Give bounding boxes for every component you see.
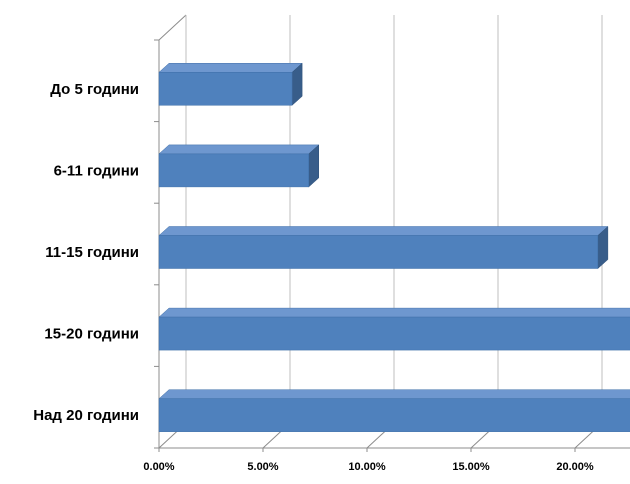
bar-3 [158,225,609,270]
bar-5 [158,389,630,432]
bar-front-face [158,72,293,106]
bar-top-face [158,226,609,236]
x-tick-label: 20.00% [556,461,594,473]
x-tick-label: 5.00% [247,461,278,473]
left-wall-top-edge [158,14,187,41]
x-tick-label: 0.00% [143,461,174,473]
category-label: До 5 години [50,81,139,98]
category-label: 11-15 години [45,244,139,261]
category-label: Над 20 години [33,407,139,424]
x-tick-label: 15.00% [452,461,490,473]
category-label: 15-20 години [44,326,139,343]
bar-front-face [158,153,310,188]
bar-top-face [158,63,303,73]
bar-4 [158,307,630,351]
bar-2 [158,144,320,188]
bar-1 [158,62,303,106]
x-tick-label: 10.00% [348,461,386,473]
x-tick-labels: 0.00%5.00%10.00%15.00%20.00%25.00%30.00%… [143,461,594,473]
bar-top-face [158,144,320,155]
bar-front-face [158,235,599,269]
bars [158,62,630,432]
bar-front-face [158,398,630,432]
category-label: 6-11 години [54,162,139,179]
bar-top-face [158,307,630,318]
category-labels: До 5 години 6-11 години 11-15 години 15-20 … [33,81,139,424]
bar-top-face [158,389,630,399]
bar-front-face [158,316,630,351]
